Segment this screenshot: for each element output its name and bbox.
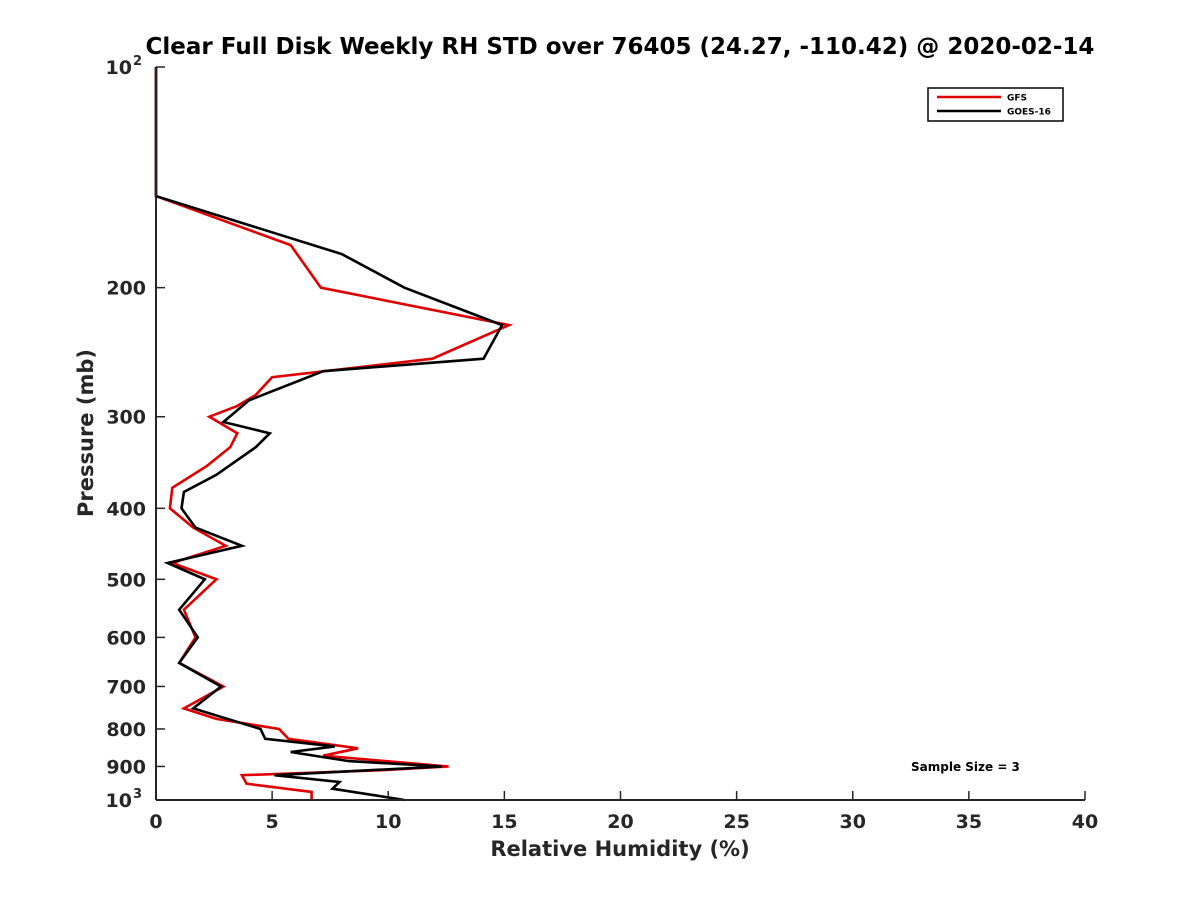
plot-series: [154, 67, 514, 802]
sample-size-annotation: Sample Size = 3: [911, 760, 1020, 774]
x-axis-label: Relative Humidity (%): [490, 837, 749, 861]
x-ticks: 0 5 10 15 20 25 30 35 40: [149, 791, 1098, 833]
legend-label-goes-16: GOES-16: [1007, 108, 1051, 118]
y-axis-label: Pressure (mb): [74, 349, 98, 517]
y-tick-label: 400: [106, 498, 146, 520]
y-tick-label: 300: [106, 407, 146, 429]
legend-label-gfs: GFS: [1007, 94, 1027, 104]
legend-box: [927, 87, 1064, 122]
x-tick-label: 40: [1072, 811, 1098, 833]
legend: GFS GOES-16: [927, 87, 1064, 122]
y-tick-label: 500: [106, 569, 146, 591]
series-line-goes-16: [154, 67, 504, 802]
chart-title: Clear Full Disk Weekly RH STD over 76405…: [146, 34, 1095, 60]
y-tick-label-base: 10: [106, 790, 132, 812]
y-tick-label: 600: [106, 627, 146, 649]
y-tick-label: 200: [106, 278, 146, 300]
x-tick-label: 10: [375, 811, 401, 833]
y-tick-label: 900: [106, 756, 146, 778]
x-tick-label: 0: [149, 811, 162, 833]
x-tick-label: 30: [840, 811, 866, 833]
y-tick-label-base: 10: [106, 57, 132, 79]
x-tick-label: 25: [723, 811, 749, 833]
y-tick-label: 700: [106, 676, 146, 698]
y-tick-label-exponent: 2: [133, 54, 142, 69]
y-tick-label-exponent: 3: [133, 787, 142, 802]
x-tick-label: 15: [491, 811, 517, 833]
x-tick-label: 5: [266, 811, 279, 833]
y-tick-label: 800: [106, 719, 146, 741]
x-tick-label: 35: [956, 811, 982, 833]
x-tick-label: 20: [607, 811, 633, 833]
